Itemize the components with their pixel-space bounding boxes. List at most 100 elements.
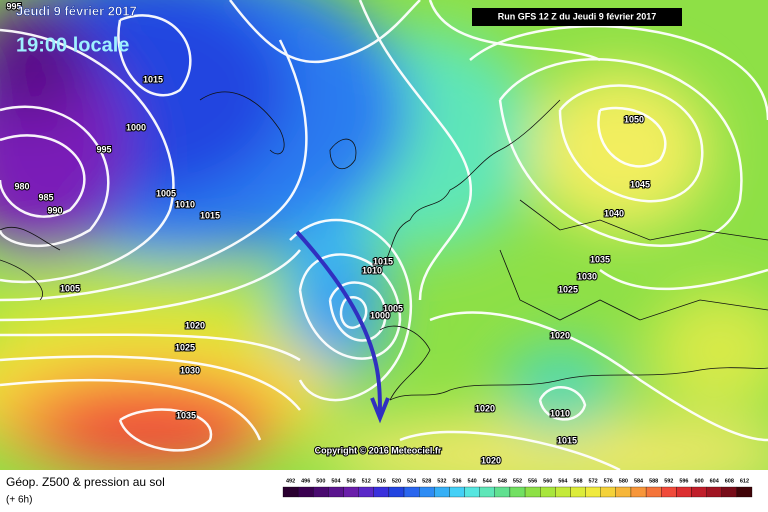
colorbar-swatch [464, 486, 480, 498]
colorbar-label: 600 [694, 478, 703, 484]
isobar-label: 985 [38, 192, 53, 202]
isobar-label: 1025 [558, 284, 578, 294]
colorbar-swatch [358, 486, 374, 498]
colorbar-label: 560 [543, 478, 552, 484]
colorbar: 492 496 500 504 508 512 516 520 524 528 532 536 540 5… [282, 478, 753, 498]
colorbar-swatch [373, 486, 390, 498]
colorbar-label: 540 [468, 478, 477, 484]
colorbar-label: 556 [528, 478, 537, 484]
copyright: Copyright © 2016 Meteociel.fr [315, 445, 442, 455]
colorbar-label: 572 [589, 478, 598, 484]
footer-lead: (+ 6h) [6, 495, 32, 506]
footer-title: Géop. Z500 & pression au sol [6, 475, 165, 489]
isobar-label: 1035 [176, 410, 196, 420]
isobar-label: 1015 [373, 256, 393, 266]
colorbar-swatch [434, 486, 450, 498]
colorbar-swatch [524, 486, 541, 498]
coastlines [0, 91, 768, 401]
isobar-label: 1025 [175, 342, 195, 352]
colorbar-swatch [721, 486, 738, 498]
isobar-label: 990 [47, 205, 62, 215]
isobar-label: 1005 [156, 188, 176, 198]
colorbar-label: 580 [619, 478, 628, 484]
colorbar-swatch [479, 486, 495, 498]
isobar-label: 1045 [630, 179, 650, 189]
isobar-label: 1010 [550, 408, 570, 418]
colorbar-label: 552 [513, 478, 522, 484]
isobar-label: 1000 [126, 122, 146, 132]
colorbar-label: 536 [452, 478, 461, 484]
local-time: 19:00 locale [16, 34, 129, 56]
colorbar-swatch [706, 486, 722, 498]
isobar-labels: 9951015100099598098599010051010101510051… [5, 0, 651, 466]
colorbar-swatch [494, 486, 511, 498]
isobar-label: 1035 [590, 254, 610, 264]
colorbar-label: 532 [437, 478, 446, 484]
colorbar-swatch [419, 486, 435, 498]
isobar-label: 995 [6, 1, 21, 11]
colorbar-swatch [600, 486, 616, 498]
isobar-label: 1050 [624, 114, 644, 124]
isobar-label: 1010 [175, 199, 195, 209]
colorbar-swatch [555, 486, 571, 498]
colorbar-swatch [282, 486, 299, 498]
colorbar-swatch [570, 486, 586, 498]
colorbar-swatch [630, 486, 647, 498]
isobars [0, 0, 768, 470]
colorbar-label: 496 [301, 478, 310, 484]
colorbar-swatch [540, 486, 556, 498]
run-label: Run GFS 12 Z du Jeudi 9 février 2017 [498, 11, 657, 21]
colorbar-swatch [676, 486, 692, 498]
colorbar-label: 544 [483, 478, 493, 484]
isobar-label: 1020 [550, 330, 570, 340]
run-box [472, 8, 682, 26]
colorbar-label: 612 [740, 478, 749, 484]
colorbar-swatch [449, 486, 465, 498]
isobar-label: 1000 [370, 310, 390, 320]
colorbar-swatch [736, 486, 753, 498]
colorbar-label: 596 [679, 478, 688, 484]
colorbar-label: 588 [649, 478, 658, 484]
colorbar-label: 512 [362, 478, 371, 484]
colorbar-swatch [585, 486, 601, 498]
colorbar-label: 608 [725, 478, 734, 484]
colorbar-label: 500 [316, 478, 325, 484]
isobar-label: 1015 [200, 210, 220, 220]
isobar-label: 1010 [362, 265, 382, 275]
colorbar-swatch [509, 486, 526, 498]
colorbar-swatch [403, 486, 420, 498]
colorbar-label: 520 [392, 478, 401, 484]
isobar-label: 1015 [557, 435, 577, 445]
colorbar-swatch [615, 486, 632, 498]
flow-arrow [295, 230, 382, 416]
isobar-label: 1030 [577, 271, 597, 281]
map-field: 9951015100099598098599010051010101510051… [0, 0, 768, 470]
isobar-label: 1030 [180, 365, 200, 375]
colorbar-label: 576 [604, 478, 613, 484]
colorbar-label: 568 [573, 478, 582, 484]
flow-arrow-head [370, 397, 390, 424]
isobar-label: 1015 [143, 74, 163, 84]
isobar-label: 1020 [475, 403, 495, 413]
colorbar-swatch [661, 486, 677, 498]
date: Jeudi 9 février 2017 [16, 3, 137, 18]
colorbar-label: 548 [498, 478, 507, 484]
colorbar-swatch [313, 486, 329, 498]
colorbar-label: 604 [710, 478, 720, 484]
colorbar-label: 516 [377, 478, 386, 484]
isobar-label: 1020 [185, 320, 205, 330]
colorbar-swatch [388, 486, 405, 498]
colorbar-label: 504 [331, 478, 341, 484]
colorbar-label: 592 [664, 478, 673, 484]
isobar-label: 995 [96, 144, 111, 154]
colorbar-label: 492 [286, 478, 295, 484]
colorbar-swatch [645, 486, 662, 498]
colorbar-label: 584 [634, 478, 644, 484]
colorbar-swatch [328, 486, 344, 498]
isobar-label: 1005 [60, 283, 80, 293]
colorbar-label: 524 [407, 478, 417, 484]
colorbar-label: 508 [346, 478, 355, 484]
isobar-label: 1005 [383, 303, 403, 313]
colorbar-label: 564 [558, 478, 568, 484]
